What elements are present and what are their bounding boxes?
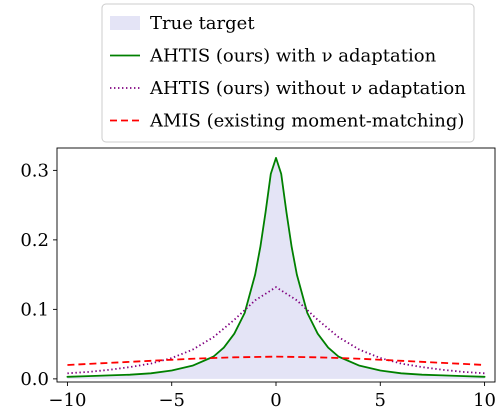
legend: True target AHTIS (ours) with ν adaptatio… [101, 3, 475, 143]
y-tick-label: 0.3 [20, 160, 49, 181]
legend-box [101, 3, 475, 143]
y-tick-label: 0.0 [20, 369, 49, 390]
legend-label-true-target: True target [150, 13, 255, 34]
plot-area [66, 156, 486, 379]
y-tick-label: 0.2 [20, 230, 49, 251]
y-tick-label: 0.1 [20, 299, 49, 320]
axes: −10 −5 0 5 10 0.0 0.1 0.2 0.3 [20, 147, 496, 411]
x-tick-label: 10 [473, 390, 496, 411]
legend-swatch-true-target [110, 16, 140, 30]
legend-label-ahtis-ours-without-adaptation: AHTIS (ours) without ν adaptation [149, 78, 466, 99]
series-area-true-target [67, 157, 485, 379]
series-line-ahtis-ours-with-adaptation [66, 156, 486, 378]
x-tick-label: −10 [48, 390, 86, 411]
legend-label-ahtis-ours-with-adaptation: AHTIS (ours) with ν adaptation [149, 46, 437, 67]
x-tick-label: −5 [158, 390, 185, 411]
legend-label-amis-existing-moment-matching: AMIS (existing moment-matching) [149, 111, 464, 132]
x-tick-label: 5 [375, 390, 386, 411]
series-line-ahtis-ours-without-adaptation [67, 286, 485, 375]
x-tick-label: 0 [270, 390, 281, 411]
series-line-amis-existing-moment-matching [67, 355, 485, 366]
